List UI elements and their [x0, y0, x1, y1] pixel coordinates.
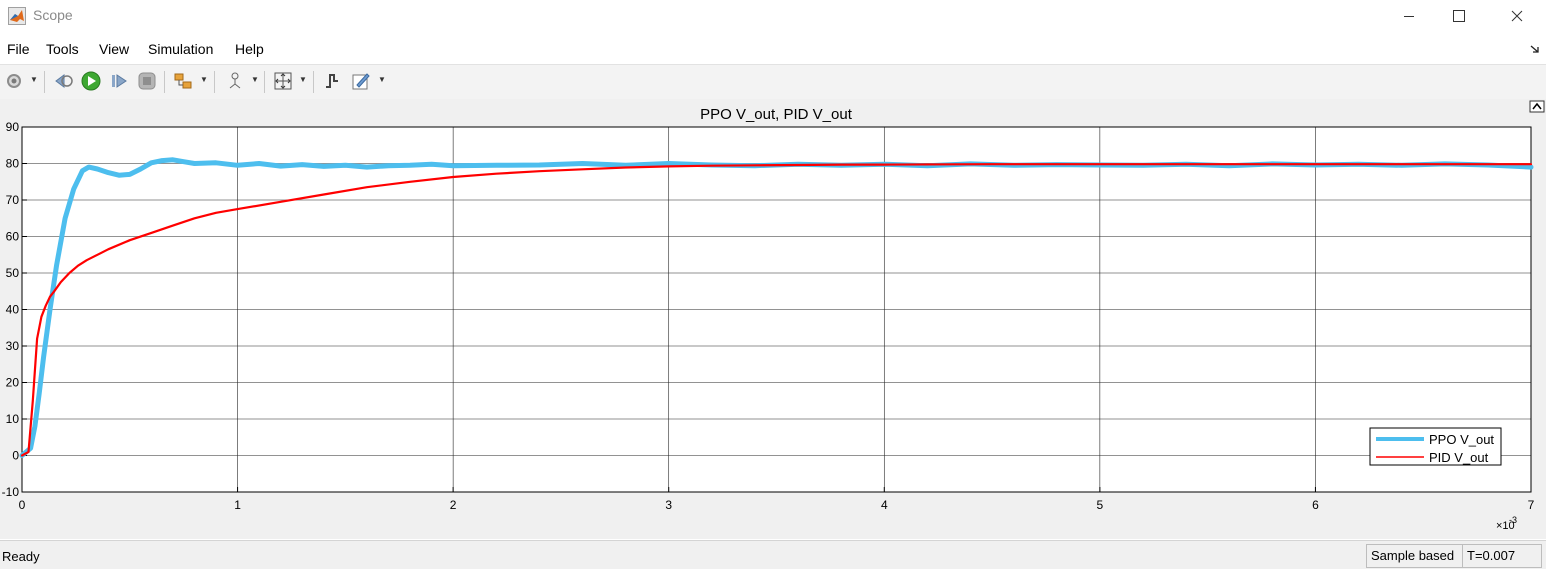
stop-icon	[138, 72, 156, 90]
x-tick-label: 7	[1528, 498, 1535, 512]
y-tick-label: 70	[6, 193, 20, 207]
zoom-dropdown-icon[interactable]: ▼	[299, 75, 307, 84]
legend-label-pid: PID V_out	[1429, 450, 1489, 465]
menu-help[interactable]: Help	[235, 41, 264, 57]
edit-style-icon	[352, 73, 370, 90]
x-tick-label: 1	[234, 498, 241, 512]
trigger-icon	[229, 72, 241, 89]
y-tick-label: 90	[6, 120, 20, 134]
x-exponent-label: ×10	[1496, 520, 1515, 532]
undock-plot-button[interactable]	[1529, 100, 1545, 113]
configuration-button[interactable]	[3, 70, 25, 92]
matlab-app-icon	[8, 7, 26, 25]
trigger-dropdown-icon[interactable]: ▼	[251, 75, 259, 84]
menu-bar: File Tools View Simulation Help	[0, 38, 1546, 62]
toolbar: ▼ ▼	[0, 64, 1546, 100]
zoom-fit-icon	[274, 72, 292, 90]
sample-mode-indicator: Sample based	[1366, 544, 1464, 568]
menu-simulation[interactable]: Simulation	[148, 41, 214, 57]
x-tick-label: 4	[881, 498, 888, 512]
toolbar-separator	[214, 71, 215, 93]
maximize-icon	[1453, 10, 1465, 22]
style-dropdown-icon[interactable]: ▼	[378, 75, 386, 84]
status-bar: Ready Sample based T=0.007	[0, 540, 1546, 569]
legend-box	[1369, 427, 1502, 466]
x-tick-label: 2	[450, 498, 457, 512]
x-tick-label: 6	[1312, 498, 1319, 512]
style-button[interactable]	[350, 70, 372, 92]
menu-tools[interactable]: Tools	[46, 41, 79, 57]
title-bar: Scope	[0, 0, 1546, 32]
legend-label-ppo: PPO V_out	[1429, 432, 1494, 447]
menu-file[interactable]: File	[7, 41, 30, 57]
toolbar-separator	[313, 71, 314, 93]
highlight-simulink-block-button[interactable]	[172, 70, 194, 92]
toolbar-separator	[264, 71, 265, 93]
zoom-button[interactable]	[272, 70, 294, 92]
y-tick-label: 20	[6, 376, 20, 390]
undock-arrow-icon	[1532, 102, 1542, 110]
x-exponent-power: -3	[1509, 515, 1517, 525]
step-back-icon	[55, 74, 73, 88]
plot-area: 0 1 2 3 4 5 6 7 -10 0 10 20 30 40 50 60 70 80 90 PPO V_out…	[0, 99, 1546, 539]
minimize-button[interactable]	[1386, 0, 1432, 32]
y-tick-label: -10	[2, 485, 20, 499]
cursor-measurements-button[interactable]	[321, 70, 343, 92]
stop-button[interactable]	[136, 70, 158, 92]
block-diagram-icon	[174, 73, 192, 89]
x-tick-label: 0	[19, 498, 26, 512]
y-tick-label: 60	[6, 230, 20, 244]
toolbar-separator	[164, 71, 165, 93]
y-tick-label: 80	[6, 157, 20, 171]
y-tick-label: 0	[12, 449, 19, 463]
block-dropdown-icon[interactable]: ▼	[200, 75, 208, 84]
toolbar-separator	[44, 71, 45, 93]
close-button[interactable]	[1494, 0, 1540, 32]
run-button[interactable]	[80, 70, 102, 92]
cursor-measure-icon	[326, 74, 338, 88]
step-forward-button[interactable]	[108, 70, 130, 92]
y-tick-label: 50	[6, 266, 20, 280]
window-title: Scope	[33, 7, 73, 23]
y-tick-label: 10	[6, 412, 20, 426]
menu-view[interactable]: View	[99, 41, 130, 57]
maximize-button[interactable]	[1436, 0, 1482, 32]
close-icon	[1511, 10, 1523, 22]
minimize-icon	[1404, 16, 1414, 17]
gear-icon	[7, 74, 21, 88]
legend[interactable]: PPO V_out PID V_out	[1369, 427, 1502, 466]
y-tick-label: 40	[6, 303, 20, 317]
simulation-time-indicator: T=0.007	[1462, 544, 1542, 568]
series-line-pid	[20, 163, 1533, 457]
y-tick-label: 30	[6, 339, 20, 353]
chart-title: PPO V_out, PID V_out	[700, 106, 853, 123]
play-icon	[81, 71, 101, 91]
configuration-dropdown-icon[interactable]: ▼	[30, 75, 38, 84]
step-back-button[interactable]	[52, 70, 74, 92]
status-text: Ready	[2, 549, 40, 564]
dock-arrow-icon[interactable]	[1530, 44, 1540, 54]
x-tick-label: 3	[665, 498, 672, 512]
triggers-button[interactable]	[224, 70, 246, 92]
step-forward-icon	[112, 74, 127, 88]
x-tick-label: 5	[1097, 498, 1104, 512]
